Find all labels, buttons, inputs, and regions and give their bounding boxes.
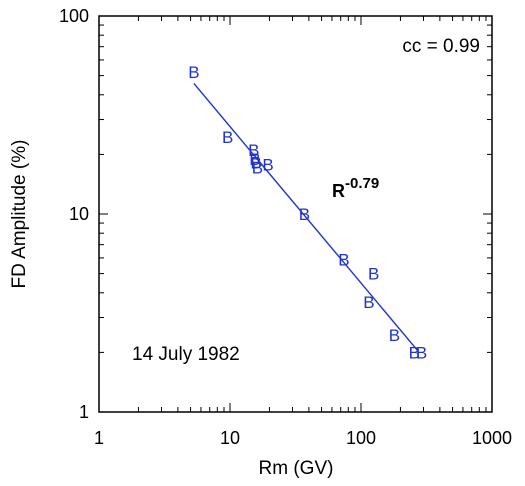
data-point-marker: B bbox=[262, 155, 273, 174]
data-point-marker: B bbox=[252, 158, 263, 177]
data-point-marker: B bbox=[409, 343, 420, 362]
x-tick-labels: 1 10 100 1000 bbox=[94, 428, 512, 448]
y-axis-label: FD Amplitude (%) bbox=[9, 140, 30, 289]
data-point-marker: B bbox=[249, 150, 260, 169]
data-point-marker: B bbox=[188, 63, 199, 82]
fit-exponent-label: -0.79 bbox=[345, 175, 379, 192]
y-tick-label: 100 bbox=[59, 6, 89, 26]
data-point-marker: B bbox=[363, 293, 374, 312]
data-point-marker: B bbox=[338, 250, 349, 269]
data-point-marker: B bbox=[250, 154, 261, 173]
x-tick-label: 1 bbox=[94, 428, 104, 448]
fit-base-label: R bbox=[332, 181, 345, 201]
y-tick-labels: 1 10 100 bbox=[59, 6, 89, 422]
x-tick-label: 100 bbox=[346, 428, 376, 448]
data-point-marker: B bbox=[299, 205, 310, 224]
axis-ticks bbox=[99, 16, 492, 412]
power-law-fit-line bbox=[193, 82, 419, 351]
data-point-marker: B bbox=[416, 343, 427, 362]
data-point-marker: B bbox=[368, 265, 379, 284]
x-tick-label: 10 bbox=[220, 428, 240, 448]
fit-exponent-annotation: R-0.79 bbox=[332, 175, 379, 201]
event-date-annotation: 14 July 1982 bbox=[132, 344, 240, 365]
x-axis-label: Rm (GV) bbox=[259, 458, 334, 479]
data-point-marker: B bbox=[248, 141, 259, 160]
y-tick-label: 10 bbox=[69, 204, 89, 224]
y-tick-label: 1 bbox=[79, 402, 89, 422]
data-point-marker: B bbox=[389, 326, 400, 345]
data-point-marker: B bbox=[222, 128, 233, 147]
x-tick-label: 1000 bbox=[472, 428, 512, 448]
correlation-annotation: cc = 0.99 bbox=[402, 36, 480, 57]
